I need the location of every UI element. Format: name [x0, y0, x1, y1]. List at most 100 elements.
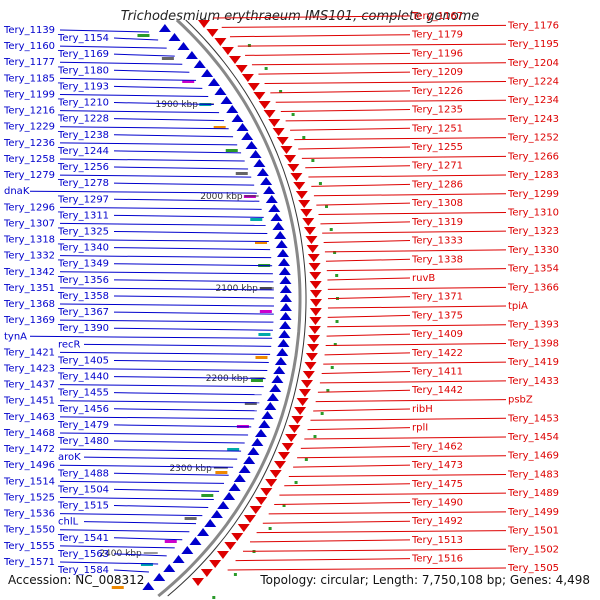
accession-label: Accession: NC_008312	[8, 573, 145, 587]
reverse-gene-marker	[309, 272, 322, 280]
forward-gene-marker	[264, 402, 277, 410]
right-gene-label: Tery_1196	[411, 48, 463, 59]
forward-gene-marker	[163, 564, 176, 572]
left-gene-label: Tery_1550	[3, 525, 55, 536]
right-gene-label: Tery_1195	[507, 39, 559, 50]
right-gene-label: Tery_1475	[411, 479, 463, 490]
left-connector	[29, 335, 273, 339]
reverse-gene-marker	[287, 164, 300, 172]
left-connector	[113, 247, 271, 251]
feature-tick	[326, 389, 330, 392]
feature-tick	[318, 182, 322, 185]
right-connector	[227, 567, 507, 571]
left-connector	[59, 561, 159, 565]
forward-gene-marker	[236, 123, 249, 131]
left-connector	[59, 271, 273, 275]
feature-tick	[201, 494, 214, 497]
right-connector	[294, 137, 507, 141]
left-gene-label: Tery_1311	[57, 210, 109, 221]
left-gene-label: Tery_1244	[57, 146, 109, 157]
reverse-gene-marker	[277, 452, 290, 460]
forward-gene-marker	[273, 366, 286, 374]
left-connector	[113, 537, 183, 541]
forward-gene-marker	[270, 213, 283, 221]
left-connector	[113, 37, 159, 41]
right-connector	[284, 483, 411, 487]
right-connector	[323, 361, 507, 365]
forward-gene-marker	[279, 285, 292, 293]
right-gene-label: Tery_1204	[507, 58, 559, 69]
feature-tick	[335, 320, 339, 323]
left-connector	[59, 545, 175, 549]
right-gene-label: ruvB	[412, 273, 435, 284]
left-connector	[83, 343, 272, 347]
right-gene-label: Tery_1179	[411, 30, 463, 41]
left-gene-label: Tery_1216	[3, 106, 55, 117]
right-gene-label: Tery_1469	[507, 451, 559, 462]
reverse-gene-marker	[290, 173, 303, 181]
feature-tick	[215, 471, 228, 474]
reverse-gene-marker	[293, 182, 306, 190]
left-gene-label: Tery_1349	[57, 259, 109, 270]
left-connector	[113, 376, 266, 380]
left-connector	[113, 311, 274, 315]
reverse-gene-marker	[296, 398, 309, 406]
right-connector	[327, 305, 507, 309]
forward-gene-marker	[204, 519, 217, 527]
right-connector	[288, 473, 507, 477]
left-connector	[113, 553, 167, 557]
left-connector	[83, 456, 238, 460]
right-connector	[326, 333, 411, 337]
right-connector	[264, 80, 507, 84]
reverse-gene-marker	[221, 47, 234, 55]
left-gene-label: Tery_1356	[57, 275, 109, 286]
left-connector	[59, 206, 262, 210]
left-gene-label: Tery_1318	[3, 235, 55, 246]
summary-label: Topology: circular; Length: 7,750,108 bp…	[260, 573, 590, 587]
reverse-gene-marker	[305, 236, 318, 244]
left-connector	[113, 102, 214, 106]
left-connector	[29, 190, 257, 194]
forward-gene-marker	[228, 483, 241, 491]
left-gene-label: Tery_1555	[3, 541, 55, 552]
left-gene-label: Tery_1180	[57, 65, 109, 76]
feature-tick	[213, 126, 226, 129]
left-connector	[59, 126, 229, 130]
right-connector	[315, 399, 507, 403]
right-gene-label: Tery_1462	[411, 441, 463, 452]
left-connector	[59, 416, 255, 420]
right-gene-label: Tery_1330	[507, 245, 559, 256]
right-connector	[327, 314, 411, 318]
right-connector	[245, 52, 411, 56]
right-gene-label: Tery_1398	[507, 338, 559, 349]
right-connector	[301, 155, 507, 159]
feature-tick	[140, 563, 153, 566]
kbp-label: 2300 kbp	[169, 464, 212, 474]
right-gene-label: Tery_1375	[411, 310, 463, 321]
left-gene-label: Tery_1256	[57, 162, 109, 173]
reverse-gene-marker	[249, 506, 262, 514]
reverse-gene-marker	[255, 497, 268, 505]
right-connector	[311, 183, 411, 187]
forward-gene-marker	[177, 42, 190, 50]
forward-gene-marker	[256, 168, 269, 176]
left-connector	[113, 327, 273, 331]
left-gene-label: Tery_1536	[3, 509, 55, 520]
feature-tick	[320, 412, 324, 415]
right-connector	[229, 34, 411, 38]
right-connector	[293, 464, 411, 468]
left-gene-label: Tery_1332	[3, 251, 55, 262]
right-gene-label: Tery_1473	[411, 460, 463, 471]
feature-tick	[137, 34, 150, 37]
reverse-gene-marker	[237, 524, 250, 532]
right-connector	[327, 286, 507, 290]
right-connector	[313, 408, 411, 412]
reverse-gene-marker	[258, 101, 271, 109]
reverse-gene-marker	[309, 299, 322, 307]
reverse-gene-marker	[265, 479, 278, 487]
right-gene-label: Tery_1266	[507, 151, 559, 162]
right-gene-label: Tery_1176	[507, 20, 559, 31]
feature-tick	[111, 586, 124, 589]
forward-gene-marker	[268, 204, 281, 212]
reverse-gene-marker	[309, 281, 322, 289]
